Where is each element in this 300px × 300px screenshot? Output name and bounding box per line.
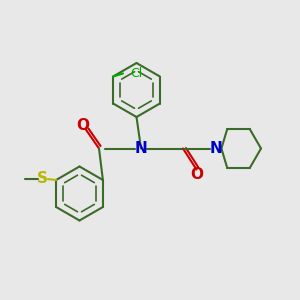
Text: N: N (135, 141, 147, 156)
Text: O: O (76, 118, 90, 133)
Text: S: S (37, 171, 48, 186)
Text: N: N (210, 141, 222, 156)
Text: Cl: Cl (130, 67, 142, 80)
Text: O: O (190, 167, 203, 182)
